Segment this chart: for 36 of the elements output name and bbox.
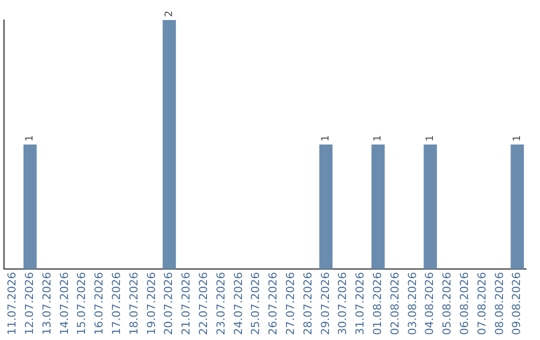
x-tick-label: 31.07.2026 xyxy=(354,272,367,336)
x-tick-label: 23.07.2026 xyxy=(214,272,228,336)
x-tick-label: 08.08.2026 xyxy=(492,272,506,336)
x-tick-label: 27.07.2026 xyxy=(284,272,297,336)
x-tick-label: 13.07.2026 xyxy=(40,272,54,336)
x-tick-label: 19.07.2026 xyxy=(144,272,158,336)
data-label: 1 xyxy=(372,135,384,142)
x-tick-label: 14.07.2026 xyxy=(58,272,71,336)
data-label: 1 xyxy=(512,135,523,142)
x-tick-label: 28.07.2026 xyxy=(301,272,314,336)
x-tick-label: 30.07.2026 xyxy=(336,272,350,336)
x-tick-label: 11.07.2026 xyxy=(6,272,19,336)
x-tick-label: 05.08.2026 xyxy=(440,272,454,336)
x-tick-label: 01.08.2026 xyxy=(370,272,384,336)
x-tick-label: 04.08.2026 xyxy=(423,272,436,336)
x-tick-label: 20.07.2026 xyxy=(162,272,176,336)
data-label: 1 xyxy=(320,135,332,142)
x-tick-label: 15.07.2026 xyxy=(75,272,88,336)
x-tick-label: 25.07.2026 xyxy=(249,272,262,336)
data-label: 1 xyxy=(424,135,436,142)
x-tick-label: 07.08.2026 xyxy=(475,272,488,336)
x-tick-label: 22.07.2026 xyxy=(196,272,210,336)
x-tick-label: 24.07.2026 xyxy=(232,272,245,336)
x-tick-label: 29.07.2026 xyxy=(318,272,332,336)
data-label: 1 xyxy=(24,135,36,142)
x-tick-label: 02.08.2026 xyxy=(388,272,402,336)
x-tick-label: 16.07.2026 xyxy=(92,272,106,336)
data-label: 2 xyxy=(164,10,175,17)
x-tick-label: 12.07.2026 xyxy=(22,272,36,336)
x-tick-label: 03.08.2026 xyxy=(406,272,419,336)
x-tick-label: 18.07.2026 xyxy=(127,272,140,336)
x-tick-label: 26.07.2026 xyxy=(266,272,280,336)
x-tick-label: 06.08.2026 xyxy=(458,272,471,336)
x-tick-label: 21.07.2026 xyxy=(180,272,193,336)
x-tick-label: 17.07.2026 xyxy=(110,272,123,336)
x-tick-label: 09.08.2026 xyxy=(510,272,524,336)
